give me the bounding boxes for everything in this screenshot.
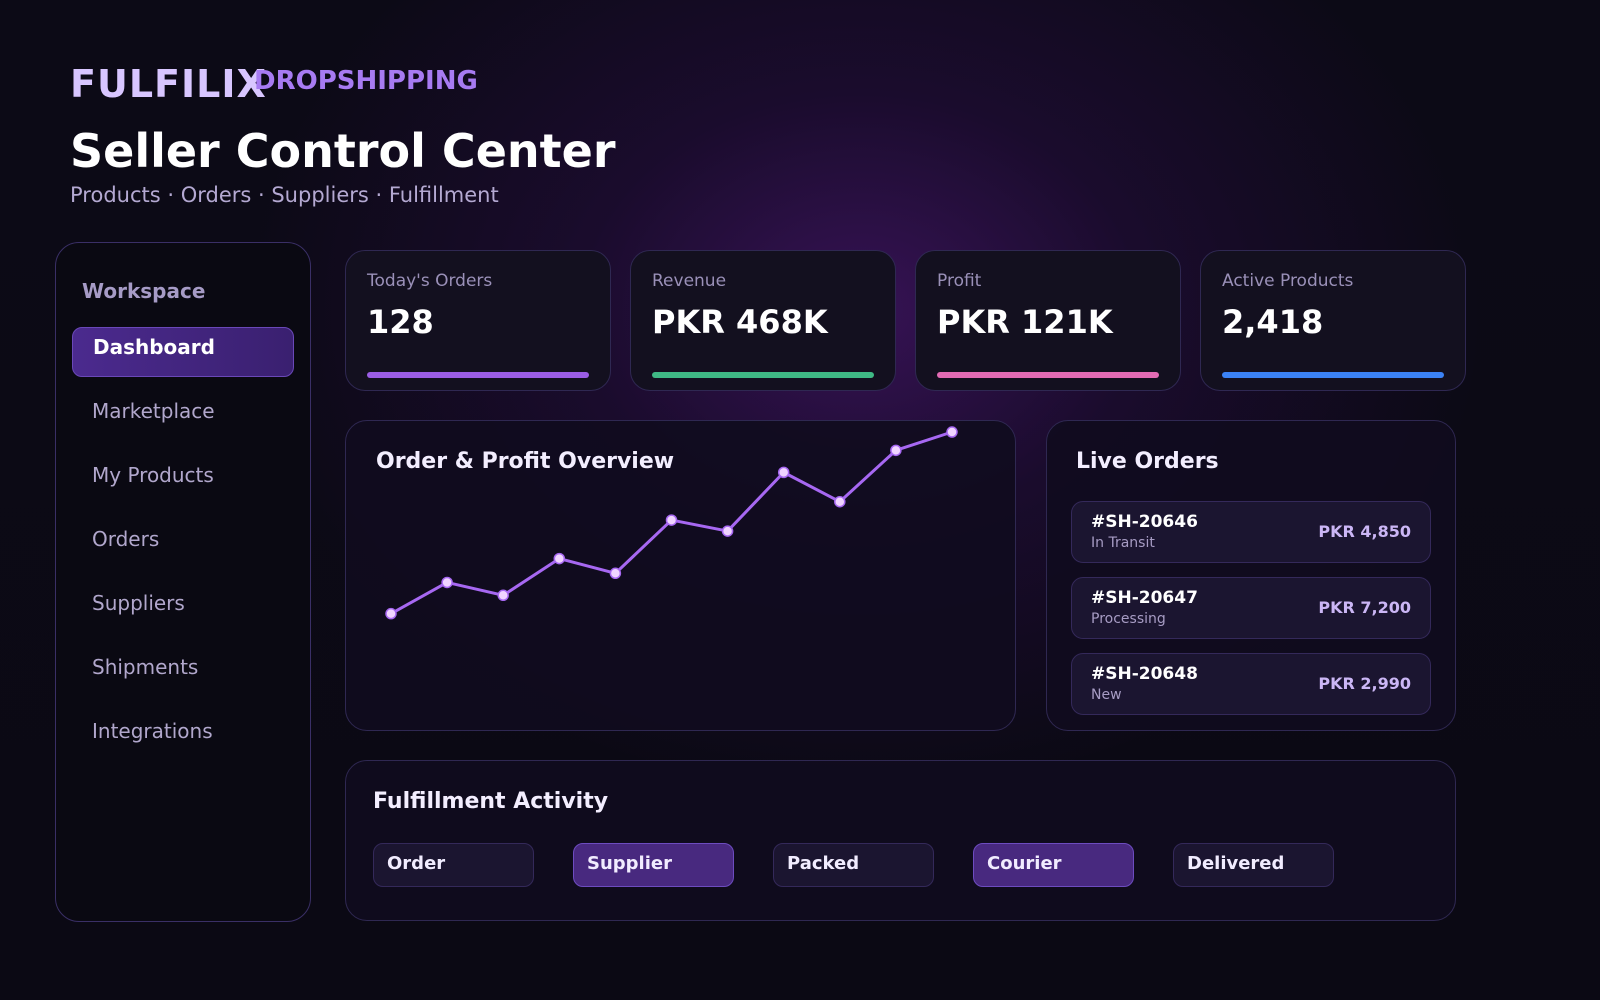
kpi-value: PKR 121K xyxy=(937,303,1113,341)
order-profit-overview-panel: Order & Profit Overview xyxy=(345,420,1016,731)
fulfillment-activity-title: Fulfillment Activity xyxy=(373,789,609,814)
brand-name: FULFILIX xyxy=(70,62,267,106)
kpi-accent-bar xyxy=(1222,372,1444,378)
sidebar-item-my-products[interactable]: My Products xyxy=(92,463,214,487)
data-point-2[interactable] xyxy=(441,576,453,589)
kpi-accent-bar xyxy=(652,372,874,378)
kpi-card-profit[interactable]: Profit PKR 121K xyxy=(915,250,1181,391)
order-amount: PKR 7,200 xyxy=(1318,598,1411,617)
order-status: Processing xyxy=(1091,611,1166,627)
order-id: #SH-20648 xyxy=(1091,664,1198,684)
step-packed[interactable]: Packed xyxy=(773,843,934,887)
data-point-3[interactable] xyxy=(497,589,509,602)
sidebar-item-shipments[interactable]: Shipments xyxy=(92,655,199,679)
order-row[interactable]: #SH-20647 Processing PKR 7,200 xyxy=(1071,577,1431,639)
order-id: #SH-20646 xyxy=(1091,512,1198,532)
data-point-11[interactable] xyxy=(946,426,958,438)
live-orders-panel: Live Orders #SH-20646 In Transit PKR 4,8… xyxy=(1046,420,1456,731)
order-status: In Transit xyxy=(1091,535,1155,551)
sidebar-heading: Workspace xyxy=(82,279,206,303)
kpi-value: 128 xyxy=(367,303,434,341)
data-point-6[interactable] xyxy=(665,514,678,526)
order-id: #SH-20647 xyxy=(1091,588,1198,608)
kpi-label: Today's Orders xyxy=(367,271,493,291)
kpi-card-active-products[interactable]: Active Products 2,418 xyxy=(1200,250,1466,391)
order-amount: PKR 4,850 xyxy=(1318,522,1411,541)
sidebar-item-orders[interactable]: Orders xyxy=(92,527,160,551)
kpi-label: Revenue xyxy=(652,271,727,291)
data-point-4[interactable] xyxy=(553,552,566,565)
sidebar-item-marketplace[interactable]: Marketplace xyxy=(92,399,215,423)
kpi-label: Active Products xyxy=(1222,271,1354,291)
page-title: Seller Control Center xyxy=(70,124,616,178)
order-amount: PKR 2,990 xyxy=(1318,674,1411,693)
fulfillment-activity-panel: Fulfillment Activity Order Supplier Pack… xyxy=(345,760,1456,921)
data-point-7[interactable] xyxy=(721,525,734,537)
order-row[interactable]: #SH-20646 In Transit PKR 4,850 xyxy=(1071,501,1431,563)
data-point-5[interactable] xyxy=(609,567,622,580)
chart-title: Order & Profit Overview xyxy=(376,449,675,474)
brand-tagline: DROPSHIPPING xyxy=(254,66,478,96)
kpi-value: 2,418 xyxy=(1222,303,1324,341)
data-point-8[interactable] xyxy=(777,466,790,479)
step-order[interactable]: Order xyxy=(373,843,534,887)
kpi-value: PKR 468K xyxy=(652,303,828,341)
kpi-accent-bar xyxy=(367,372,589,378)
order-row[interactable]: #SH-20648 New PKR 2,990 xyxy=(1071,653,1431,715)
sidebar-item-suppliers[interactable]: Suppliers xyxy=(92,591,185,615)
kpi-card-todays-orders[interactable]: Today's Orders 128 xyxy=(345,250,611,391)
order-profit-line-chart xyxy=(385,426,958,620)
data-point-10[interactable] xyxy=(890,444,902,457)
order-status: New xyxy=(1091,687,1122,703)
sidebar-item-dashboard[interactable]: Dashboard xyxy=(72,327,294,377)
sidebar-item-integrations[interactable]: Integrations xyxy=(92,719,213,743)
kpi-accent-bar xyxy=(937,372,1159,378)
step-supplier[interactable]: Supplier xyxy=(573,843,734,887)
live-orders-title: Live Orders xyxy=(1076,449,1219,474)
sidebar: Workspace Dashboard Marketplace My Produ… xyxy=(55,242,311,922)
kpi-card-revenue[interactable]: Revenue PKR 468K xyxy=(630,250,896,391)
data-point-1[interactable] xyxy=(385,607,397,620)
step-delivered[interactable]: Delivered xyxy=(1173,843,1334,887)
data-point-9[interactable] xyxy=(834,495,846,508)
step-courier[interactable]: Courier xyxy=(973,843,1134,887)
page-subtitle: Products · Orders · Suppliers · Fulfillm… xyxy=(70,183,499,207)
kpi-label: Profit xyxy=(937,271,982,291)
